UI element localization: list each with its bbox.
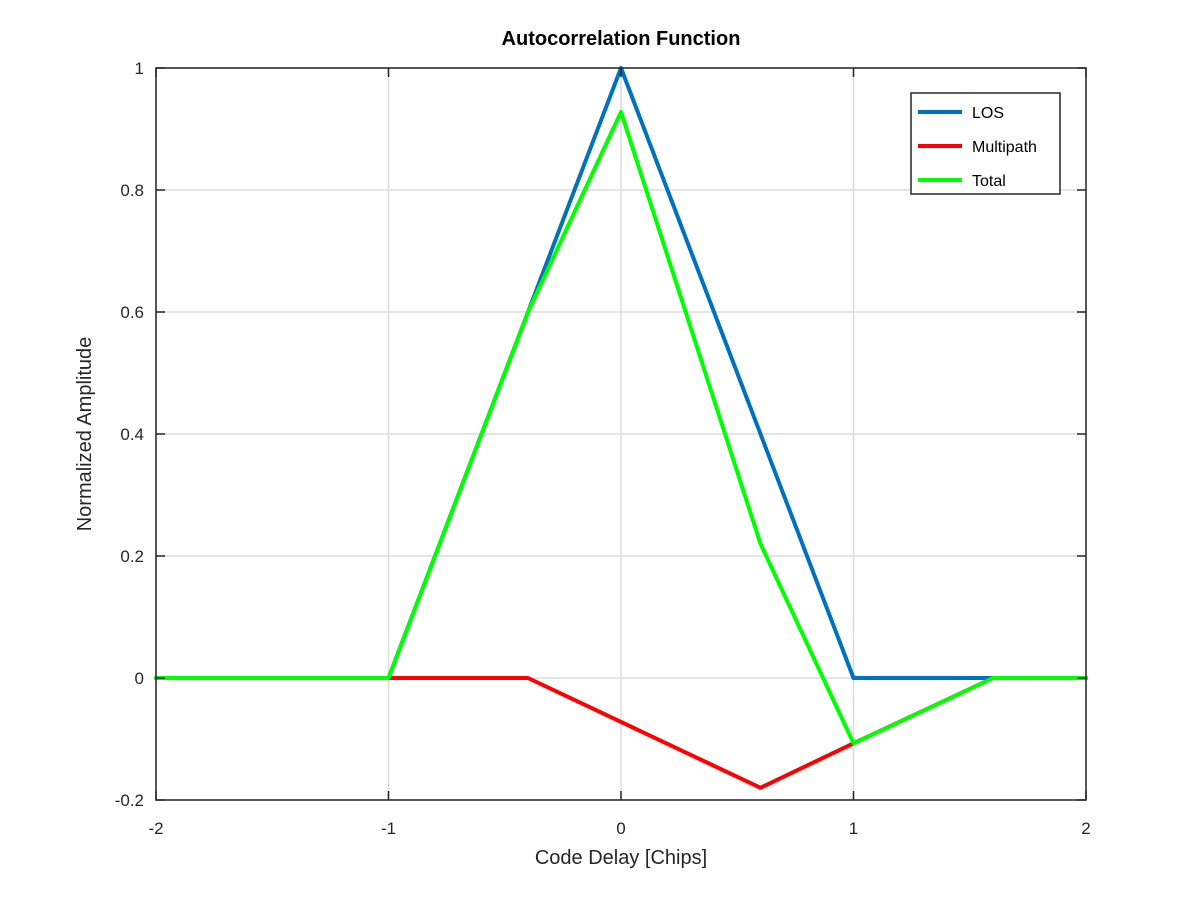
legend-label-los: LOS <box>972 105 1004 122</box>
series-line-total <box>154 109 1088 746</box>
x-tick-label: -2 <box>148 819 163 838</box>
y-axis-label: Normalized Amplitude <box>74 337 96 532</box>
x-tick-label: 0 <box>616 819 625 838</box>
y-tick-label: 0.6 <box>120 303 144 322</box>
x-tick-label: 2 <box>1081 819 1090 838</box>
y-tick-label: 1 <box>135 59 144 78</box>
legend-label-multipath: Multipath <box>972 139 1037 156</box>
legend-box <box>910 92 1061 195</box>
y-tick-label: -0.2 <box>115 791 144 810</box>
x-tick-label: -1 <box>381 819 396 838</box>
ticks: -2 -1 0 1 2 -0.2 0 0.2 0.4 0.6 0.8 1 <box>115 59 1091 838</box>
chart-title: Autocorrelation Function <box>502 28 741 50</box>
y-tick-label: 0.8 <box>120 181 144 200</box>
y-tick-label: 0.4 <box>120 425 144 444</box>
y-tick-label: 0 <box>135 669 144 688</box>
legend-label-total: Total <box>972 173 1006 190</box>
y-tick-label: 0.2 <box>120 547 144 566</box>
legend: LOS Multipath Total <box>910 92 1061 195</box>
x-tick-label: 1 <box>849 819 858 838</box>
x-axis-label: Code Delay [Chips] <box>535 847 707 869</box>
